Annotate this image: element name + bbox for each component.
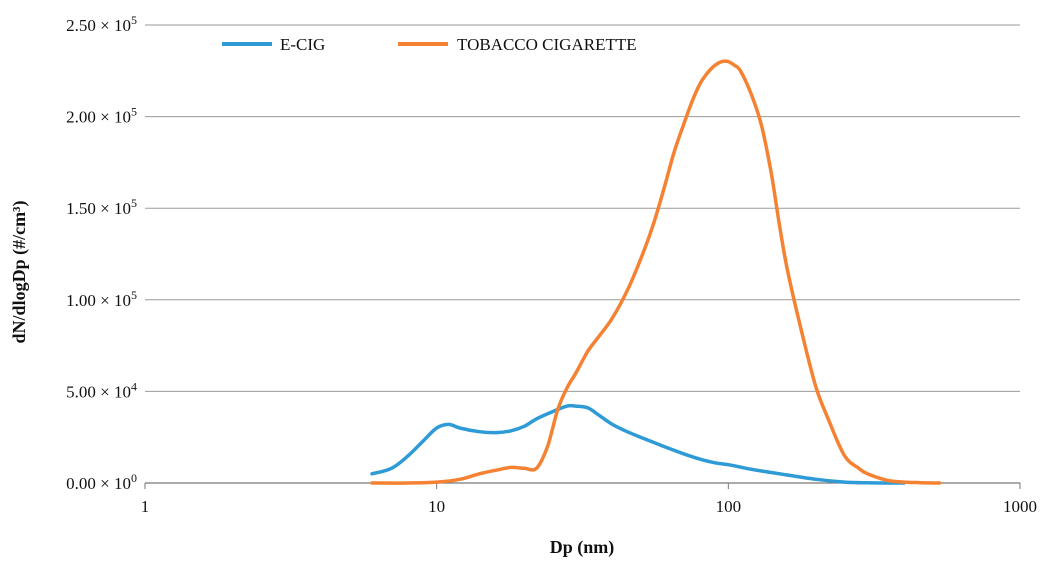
x-ticks: 1 10 100 1000 <box>141 483 1037 516</box>
series-line-e-cig <box>370 403 906 485</box>
y-tick-label: 2.50 × 105 <box>66 13 137 35</box>
legend-label-e-cig: E-CIG <box>280 35 325 54</box>
y-axis-title: dN/dlogDp (#/cm³) <box>9 201 30 344</box>
x-tick-label: 10 <box>428 497 445 516</box>
x-axis-title: Dp (nm) <box>550 537 615 558</box>
legend: E-CIG TOBACCO CIGARETTE <box>222 35 637 54</box>
y-tick-label: 1.00 × 105 <box>66 288 137 310</box>
x-tick-label: 1000 <box>1003 497 1037 516</box>
y-tick-label: 0.00 × 100 <box>66 471 137 493</box>
y-tick-label: 5.00 × 104 <box>66 379 137 401</box>
x-tick-label: 1 <box>141 497 150 516</box>
y-tick-label: 2.00 × 105 <box>66 105 137 127</box>
series-line-tobacco-cigarette <box>370 59 942 485</box>
legend-label-tobacco-cigarette: TOBACCO CIGARETTE <box>457 35 637 54</box>
x-tick-label: 100 <box>716 497 742 516</box>
y-tick-label: 1.50 × 105 <box>66 196 137 218</box>
series-lines <box>370 59 942 485</box>
y-ticks: 0.00 × 100 5.00 × 104 1.00 × 105 1.50 × 105… <box>66 13 137 493</box>
gridlines <box>145 24 1020 392</box>
